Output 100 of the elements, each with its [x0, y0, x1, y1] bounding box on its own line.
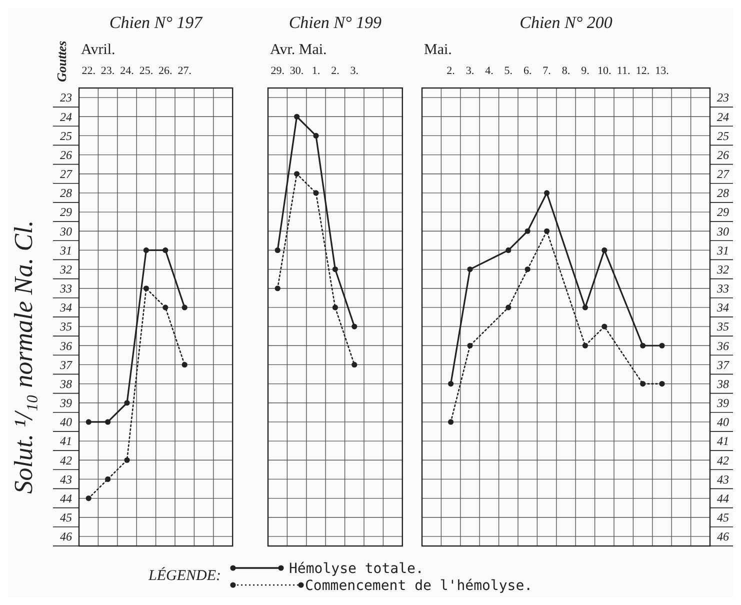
point	[105, 476, 111, 482]
point	[467, 342, 473, 348]
point	[332, 304, 338, 310]
point	[313, 190, 319, 196]
y-tick-label: 46	[60, 530, 72, 544]
y-tick-label: 43	[717, 472, 729, 486]
point	[105, 419, 111, 425]
x-tick-label: 29.	[270, 65, 285, 77]
x-tick-label: 11.	[616, 65, 631, 77]
x-tick-label: 4.	[485, 65, 494, 77]
y-tick-label: 38	[59, 376, 72, 391]
y-tick-label: 33	[59, 282, 72, 296]
point	[582, 342, 588, 348]
y-tick-label: 45	[60, 510, 72, 525]
y-tick-label: 31	[716, 243, 729, 258]
point	[602, 247, 608, 254]
point	[352, 362, 358, 368]
x-tick-label: 8.	[562, 65, 570, 77]
y-axis-title: Solut. ¹/₁₀ normale Na. Cl.	[9, 220, 38, 494]
x-tick-label: 7.	[542, 65, 552, 77]
y-tick-label: 39	[716, 396, 729, 410]
y-tick-label: 37	[59, 358, 73, 372]
x-tick-label: 9.	[581, 65, 590, 77]
point	[124, 457, 130, 463]
x-axis-title: Mai.	[424, 42, 452, 58]
y-tick-label: 41	[717, 434, 729, 448]
x-tick-label: 10.	[598, 65, 612, 77]
y-tick-label: 29	[717, 205, 729, 220]
x-axis-title: Avr. Mai.	[270, 42, 327, 58]
x-tick-label: 22.	[82, 65, 96, 77]
x-tick-label: 27.	[178, 65, 192, 77]
y-tick-label: 35	[716, 320, 729, 334]
y-tick-label: 31	[59, 243, 72, 258]
point	[659, 380, 665, 387]
legend-label: Hémolyse totale.	[289, 560, 424, 577]
y-tick-label: 39	[59, 396, 72, 410]
x-tick-label: 3.	[350, 65, 359, 77]
x-tick-label: 2.	[446, 65, 456, 77]
point	[182, 304, 188, 310]
x-tick-label: 12.	[636, 65, 650, 77]
point	[506, 304, 512, 310]
point	[86, 419, 92, 425]
point	[506, 247, 512, 254]
x-axis-title: Avril.	[81, 42, 116, 58]
point	[352, 324, 358, 330]
y-tick-label: 42	[717, 453, 729, 468]
point	[467, 266, 473, 272]
y-tick-label: 29	[60, 205, 72, 220]
y-tick-label: 32	[716, 262, 729, 276]
point	[544, 228, 550, 234]
point	[143, 247, 149, 254]
x-tick-label: 26.	[158, 65, 173, 77]
point	[294, 114, 300, 120]
y-tick-label: 23	[60, 90, 72, 105]
point	[86, 495, 92, 502]
y-tick-label: 23	[717, 90, 729, 105]
point	[294, 171, 300, 177]
y-tick-label: 40	[60, 415, 72, 430]
y-tick-label: 38	[716, 376, 729, 391]
x-tick-label: 1.	[312, 65, 320, 77]
y-tick-label: 41	[60, 434, 72, 448]
point	[640, 380, 646, 387]
y-tick-label: 42	[60, 453, 72, 468]
y-tick-label: 27	[717, 167, 730, 182]
y-tick-label: 30	[716, 224, 729, 238]
x-tick-label: 2.	[331, 65, 340, 77]
y-tick-label: 37	[716, 358, 730, 372]
y-tick-label: 24	[60, 110, 72, 124]
point	[582, 304, 588, 310]
chart-title: Chien N° 197	[109, 13, 204, 32]
point	[124, 400, 130, 406]
point	[274, 286, 280, 292]
point	[524, 266, 530, 272]
point	[332, 266, 338, 272]
y-tick-label: 35	[59, 320, 72, 334]
point	[602, 324, 608, 330]
y-tick-label: 27	[60, 167, 73, 182]
point	[162, 247, 168, 254]
y-tick-label: 36	[59, 338, 72, 353]
x-tick-label: 23.	[100, 65, 115, 77]
y-tick-label: 45	[717, 510, 729, 525]
y-tick-label: 44	[717, 491, 729, 506]
y-tick-label: 25	[717, 128, 729, 143]
y-tick-label: 24	[717, 110, 729, 124]
y-tick-label: 28	[60, 186, 72, 200]
point	[524, 228, 530, 234]
point	[544, 190, 550, 196]
y-tick-label: 28	[717, 186, 729, 200]
y-tick-label: 34	[716, 300, 729, 315]
y-tick-label: 46	[717, 530, 729, 544]
x-tick-label: 25.	[139, 65, 154, 77]
y-tick-label: 34	[59, 300, 72, 315]
point	[162, 304, 168, 310]
x-tick-label: 5.	[504, 65, 513, 77]
y-tick-label: 26	[60, 148, 72, 162]
x-tick-label: 6.	[523, 65, 532, 77]
point	[143, 286, 149, 292]
point	[448, 419, 454, 425]
y-tick-label: 26	[717, 148, 729, 162]
x-tick-label: 13.	[655, 65, 670, 77]
